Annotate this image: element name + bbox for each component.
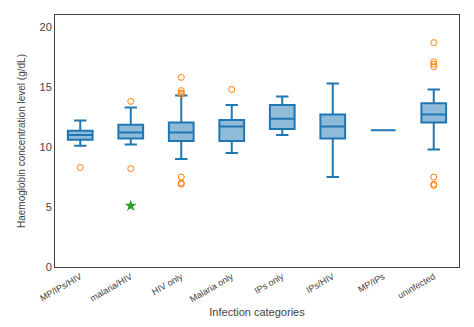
svg-text:IPs only: IPs only <box>253 271 286 296</box>
svg-text:Malaria only: Malaria only <box>188 271 235 304</box>
svg-text:IPs/HIV: IPs/HIV <box>305 271 336 295</box>
svg-text:10: 10 <box>40 141 52 153</box>
svg-text:15: 15 <box>40 81 52 93</box>
svg-text:MP/IPs/HIV: MP/IPs/HIV <box>38 271 83 303</box>
svg-text:5: 5 <box>46 201 52 213</box>
svg-text:HIV only: HIV only <box>150 271 185 297</box>
svg-text:0: 0 <box>46 261 52 273</box>
svg-text:malaria/HIV: malaria/HIV <box>88 271 134 303</box>
svg-text:Infection categories: Infection categories <box>209 306 305 318</box>
svg-text:Haemoglobin concentration leve: Haemoglobin concentration level (g/dL) <box>16 54 27 228</box>
svg-text:20: 20 <box>40 21 52 33</box>
svg-text:MP/IPs: MP/IPs <box>356 271 387 294</box>
svg-text:uninfected: uninfected <box>396 271 437 300</box>
